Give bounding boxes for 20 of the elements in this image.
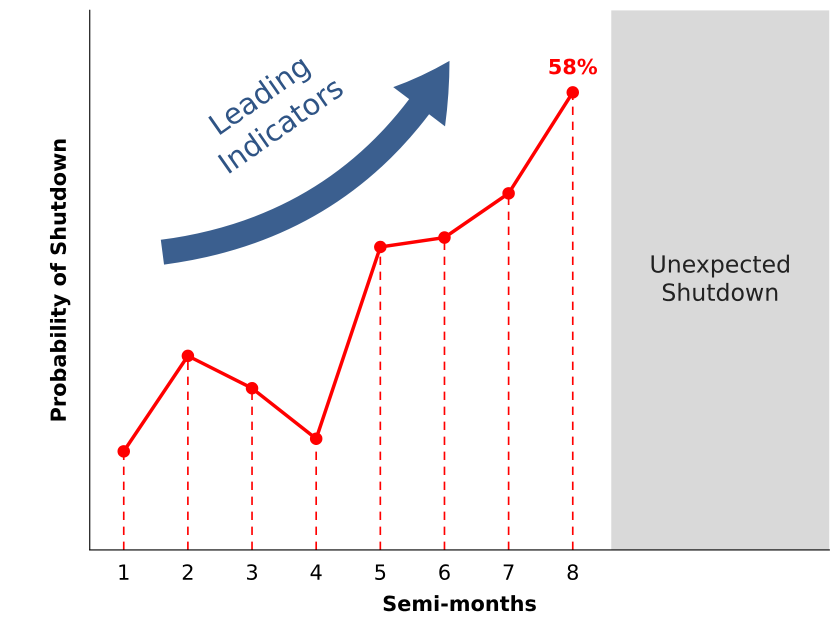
x-tick-label: 5 <box>375 564 386 580</box>
x-tick-label: 4 <box>310 564 322 580</box>
y-axis-title: Probability of Shutdown <box>50 140 70 420</box>
x-tick-label: 2 <box>182 564 192 580</box>
point <box>566 86 580 99</box>
x-tick-label: 6 <box>439 564 450 580</box>
data-label: 58% <box>549 58 598 74</box>
point <box>502 187 515 200</box>
x-tick-label: 8 <box>568 564 578 580</box>
point <box>246 382 258 394</box>
band-label: Unexpected Shutdown <box>652 254 789 302</box>
point <box>374 240 387 254</box>
x-tick-label: 1 <box>119 564 128 580</box>
x-tick-label: 7 <box>504 564 514 580</box>
x-axis-title: Semi-months <box>384 595 536 612</box>
point <box>117 445 130 458</box>
point <box>438 231 451 244</box>
point <box>182 350 194 362</box>
point <box>310 432 322 445</box>
x-tick-label: 3 <box>246 564 257 580</box>
